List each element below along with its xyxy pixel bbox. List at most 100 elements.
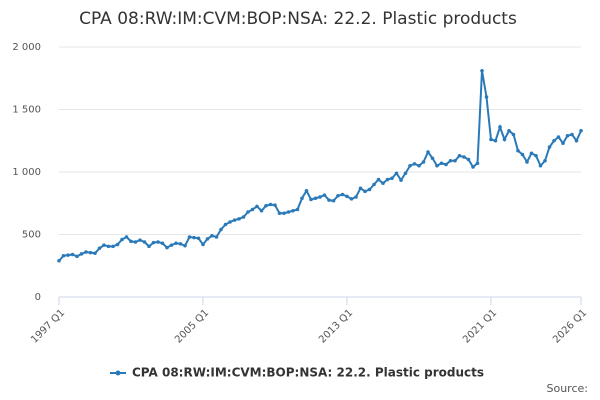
point: [102, 243, 106, 247]
point: [403, 171, 408, 176]
point: [511, 132, 516, 137]
x-tick-label: 2021 Q1: [461, 307, 499, 345]
point: [237, 217, 241, 221]
point: [120, 237, 124, 242]
point: [574, 138, 579, 143]
point: [543, 158, 547, 163]
point: [471, 165, 475, 169]
point: [201, 242, 205, 247]
y-tick-label: 0: [35, 292, 41, 303]
point: [552, 138, 556, 143]
point: [196, 236, 201, 241]
point: [151, 240, 156, 245]
point: [300, 196, 304, 201]
point: [565, 133, 570, 138]
point: [66, 253, 70, 257]
legend-marker: [115, 370, 121, 376]
point: [556, 135, 561, 139]
point: [349, 197, 354, 201]
point: [313, 196, 318, 201]
point: [399, 178, 403, 182]
point: [502, 137, 507, 142]
point: [115, 242, 120, 247]
point: [430, 156, 435, 161]
point: [570, 132, 574, 137]
point: [534, 153, 538, 158]
point: [286, 210, 291, 214]
point: [340, 192, 345, 197]
point: [165, 245, 169, 250]
legend-label: CPA 08:RW:IM:CVM:BOP:NSA: 22.2. Plastic …: [132, 366, 484, 380]
point: [327, 198, 331, 202]
point: [309, 197, 313, 202]
point: [385, 177, 390, 182]
point: [241, 215, 246, 219]
point: [318, 195, 322, 199]
point: [381, 181, 385, 186]
point: [138, 238, 142, 242]
point: [214, 235, 219, 239]
point: [210, 233, 214, 238]
point: [475, 161, 480, 166]
point: [412, 162, 417, 166]
point: [264, 203, 268, 208]
point: [579, 128, 583, 133]
point: [61, 253, 66, 258]
point: [507, 128, 511, 133]
point: [561, 141, 565, 146]
point: [390, 176, 394, 181]
point: [246, 210, 250, 214]
point: [268, 202, 273, 207]
point: [462, 155, 466, 159]
point: [376, 177, 381, 182]
source: Source:: [547, 382, 589, 395]
chart-title: CPA 08:RW:IM:CVM:BOP:NSA: 22.2. Plastic …: [79, 9, 517, 29]
point: [57, 258, 61, 263]
point: [291, 208, 295, 213]
point: [259, 208, 264, 213]
point: [372, 182, 376, 187]
point: [489, 137, 493, 142]
y-tick-label: 500: [22, 230, 41, 241]
point: [520, 152, 525, 157]
point: [223, 222, 228, 227]
point: [282, 211, 286, 216]
point: [363, 189, 367, 194]
point: [219, 227, 223, 232]
point: [277, 211, 282, 216]
point: [538, 163, 543, 168]
point: [439, 161, 444, 166]
y-tick-label: 1 500: [12, 105, 41, 116]
point: [228, 220, 232, 224]
point: [331, 198, 336, 203]
point: [448, 158, 453, 163]
point: [273, 203, 277, 207]
point: [444, 162, 448, 167]
point: [529, 151, 534, 156]
point: [493, 138, 498, 143]
point: [97, 246, 102, 251]
point: [408, 163, 412, 168]
point: [93, 251, 97, 256]
point: [232, 218, 237, 222]
point: [435, 163, 439, 168]
point: [255, 204, 259, 209]
point: [84, 250, 88, 254]
point: [354, 195, 358, 199]
x-tick-label: 2026 Q1: [551, 307, 589, 345]
point: [453, 158, 457, 163]
point: [142, 240, 147, 244]
point: [70, 252, 75, 257]
point: [169, 243, 174, 247]
point: [421, 160, 426, 164]
point: [367, 187, 372, 192]
point: [466, 157, 471, 162]
point: [106, 244, 111, 249]
x-tick-label: 2005 Q1: [173, 307, 211, 345]
point: [480, 68, 484, 73]
point: [498, 125, 502, 129]
point: [426, 150, 430, 154]
point: [147, 244, 151, 249]
point: [484, 95, 489, 99]
point: [133, 240, 138, 244]
